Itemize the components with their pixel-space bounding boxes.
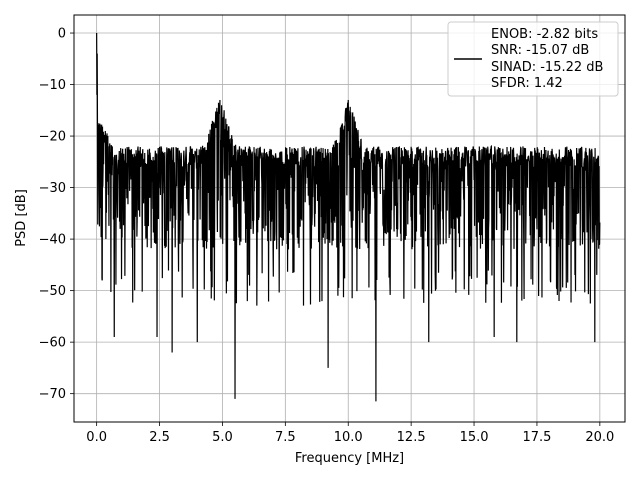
x-axis-label: Frequency [MHz] bbox=[295, 451, 404, 466]
y-tick-label: −50 bbox=[39, 284, 66, 299]
x-tick-label: 17.5 bbox=[522, 430, 551, 445]
y-tick-label: −20 bbox=[39, 130, 66, 145]
y-tick-label: −60 bbox=[39, 336, 66, 351]
x-tick-label: 7.5 bbox=[275, 430, 296, 445]
y-tick-label: −70 bbox=[39, 387, 66, 402]
x-tick-label: 20.0 bbox=[585, 430, 614, 445]
y-tick-label: −10 bbox=[39, 78, 66, 93]
ticks: 0.0 2.5 5.0 7.5 10.0 12.5 15.0 17.5 20.0 0 −10 −20 −… bbox=[39, 27, 615, 445]
x-tick-label: 2.5 bbox=[149, 430, 170, 445]
legend: ENOB: -2.82 bits SNR: -15.07 dB SINAD: -… bbox=[447, 21, 619, 97]
y-tick-label: −30 bbox=[39, 181, 66, 196]
y-axis-label: PSD [dB] bbox=[14, 189, 29, 247]
y-tick-label: 0 bbox=[58, 27, 66, 42]
psd-line bbox=[96, 33, 601, 402]
x-tick-label: 15.0 bbox=[460, 430, 489, 445]
x-tick-label: 12.5 bbox=[397, 430, 426, 445]
x-tick-label: 10.0 bbox=[334, 430, 363, 445]
plot-frame bbox=[73, 14, 626, 423]
legend-line-sfdr: SFDR: 1.42 bbox=[491, 76, 563, 91]
x-tick-label: 5.0 bbox=[212, 430, 233, 445]
legend-line-enob: ENOB: -2.82 bits bbox=[491, 27, 598, 42]
x-tick-label: 0.0 bbox=[86, 430, 107, 445]
y-tick-label: −40 bbox=[39, 233, 66, 248]
legend-line-snr: SNR: -15.07 dB bbox=[491, 43, 589, 58]
psd-series bbox=[96, 33, 601, 402]
legend-box bbox=[447, 21, 619, 97]
legend-line-sinad: SINAD: -15.22 dB bbox=[491, 60, 603, 75]
